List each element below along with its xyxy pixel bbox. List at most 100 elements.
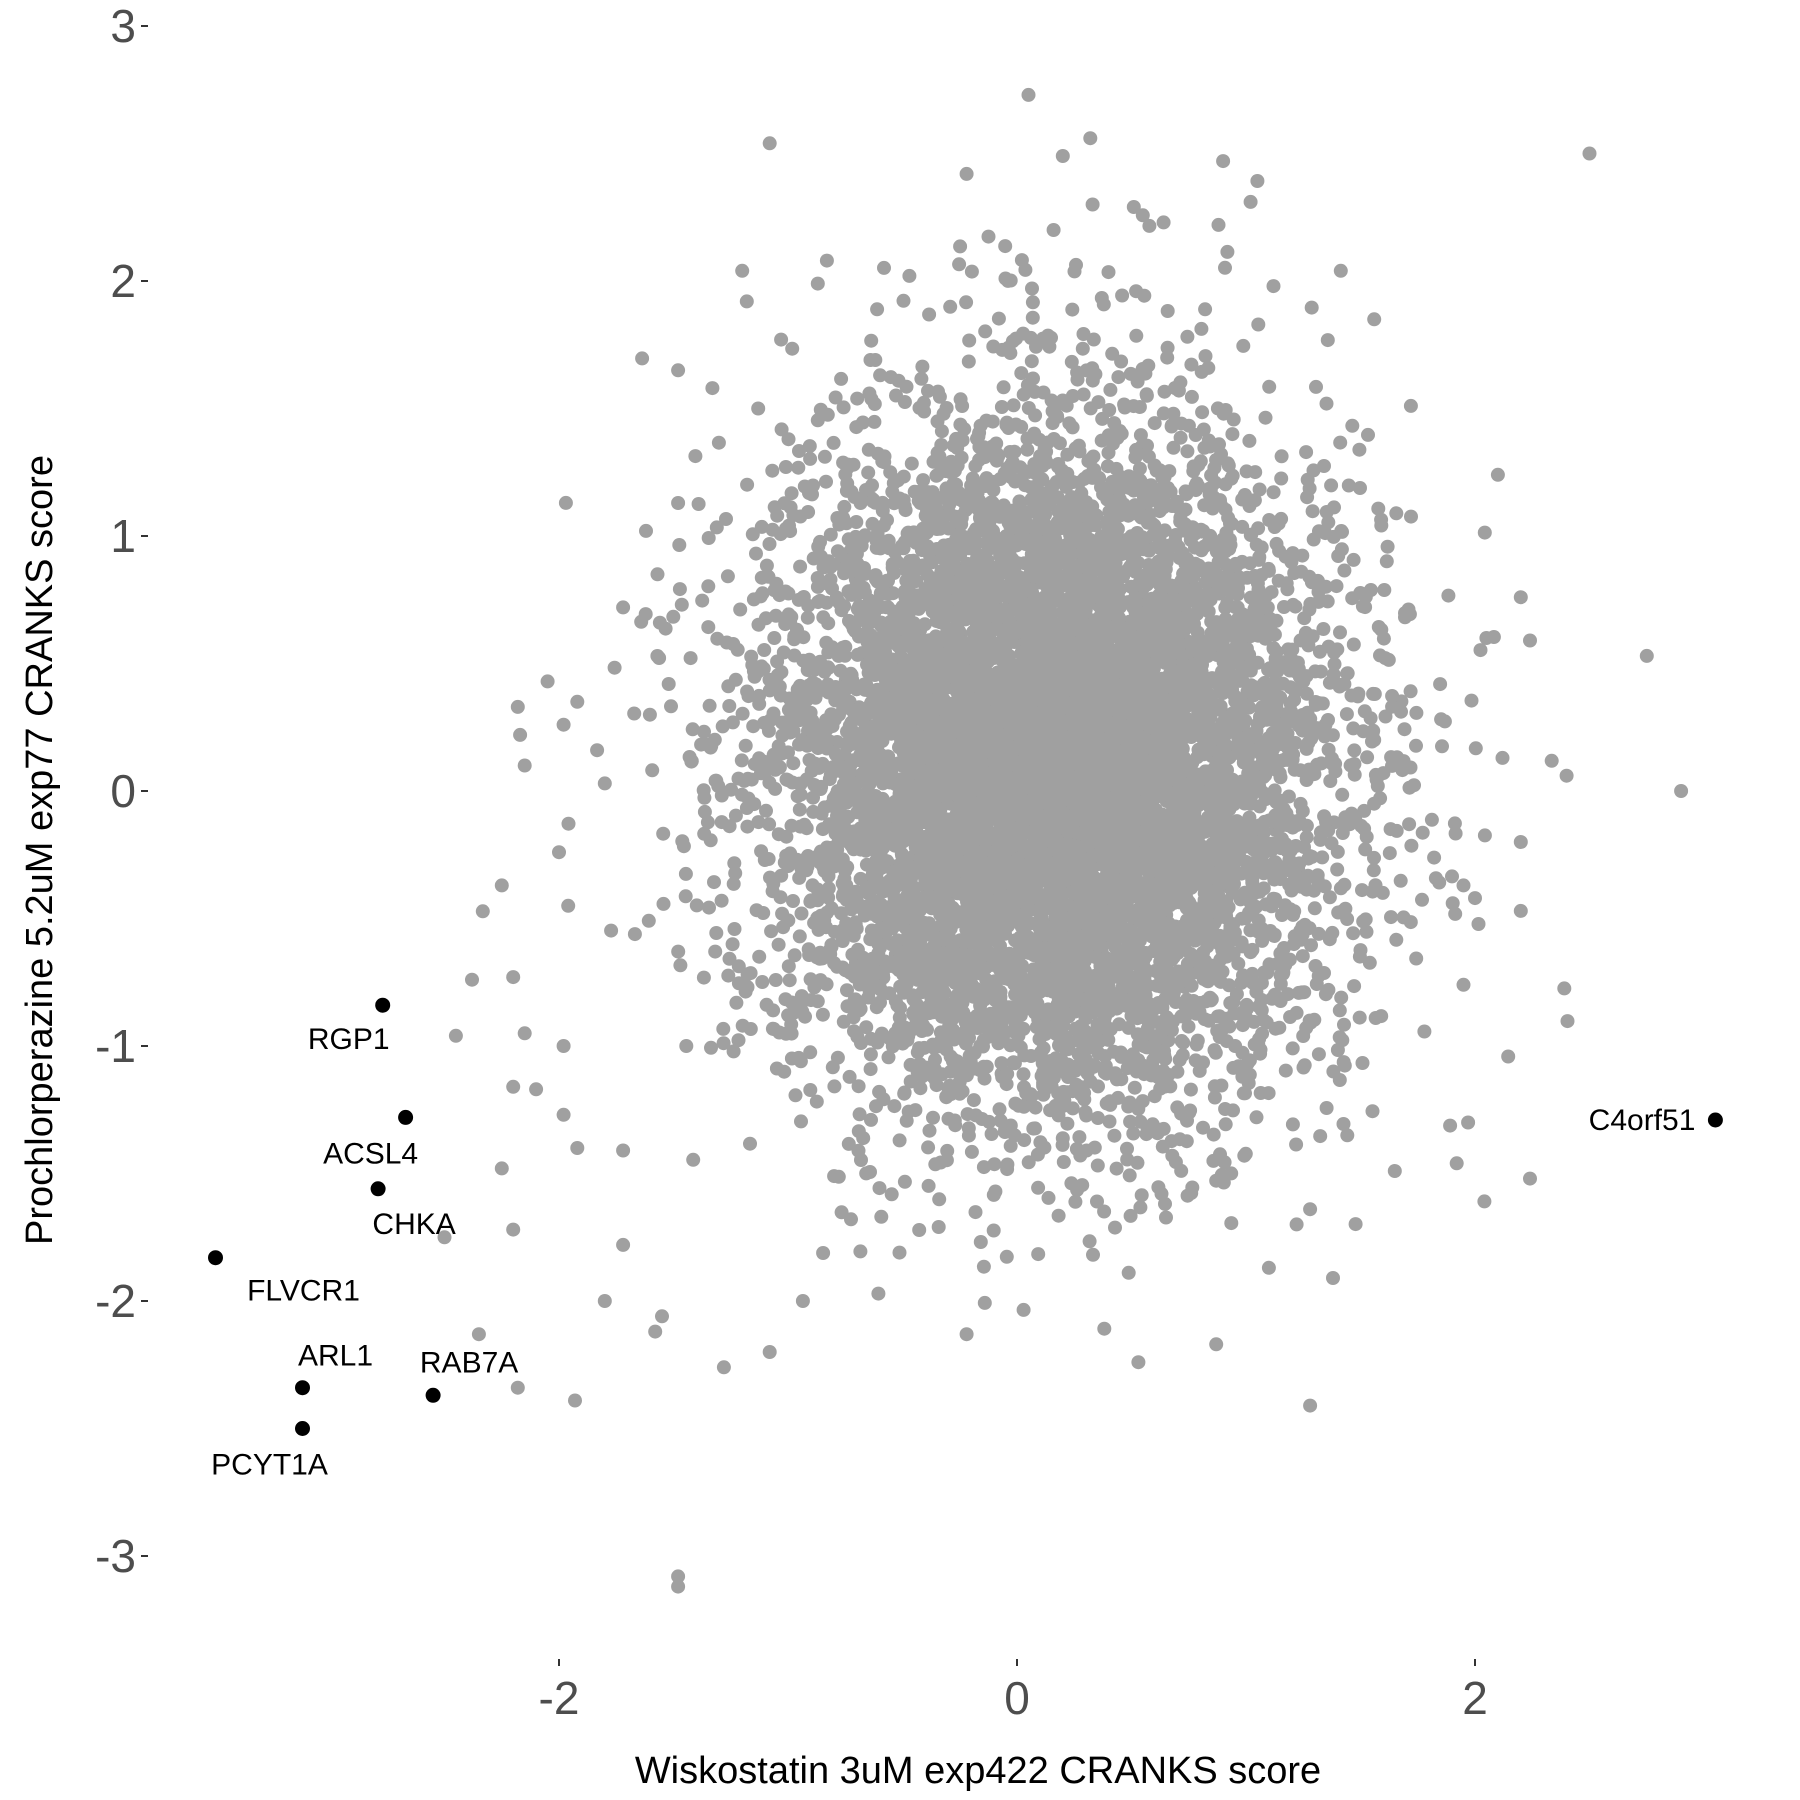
- background-point: [641, 913, 656, 928]
- background-point: [1095, 411, 1110, 426]
- background-point: [1025, 310, 1040, 325]
- background-point: [704, 1040, 718, 1055]
- background-point: [1036, 385, 1051, 400]
- background-point: [1402, 817, 1417, 832]
- background-point: [852, 1107, 867, 1122]
- background-point: [788, 1088, 803, 1103]
- background-point: [865, 516, 880, 531]
- background-point: [731, 1033, 746, 1048]
- background-point: [701, 620, 716, 635]
- background-point: [1090, 1158, 1105, 1173]
- background-point: [1365, 1104, 1380, 1119]
- background-point: [664, 699, 678, 714]
- background-point: [916, 473, 931, 488]
- background-point: [716, 1021, 731, 1036]
- background-point: [1218, 1117, 1233, 1132]
- background-point: [1374, 1009, 1389, 1024]
- background-point: [1409, 705, 1424, 720]
- background-point: [1330, 862, 1345, 877]
- background-point: [725, 937, 740, 952]
- background-point: [912, 1223, 927, 1237]
- background-point: [1280, 582, 1295, 597]
- background-point: [702, 698, 717, 713]
- background-point: [1207, 1043, 1222, 1058]
- background-point: [1166, 440, 1181, 455]
- background-point: [763, 870, 777, 885]
- background-point: [672, 582, 687, 597]
- background-point: [805, 878, 820, 893]
- background-point: [1347, 767, 1362, 782]
- background-point: [722, 699, 737, 713]
- background-point: [770, 508, 785, 523]
- background-point: [864, 1112, 878, 1127]
- background-point: [757, 643, 772, 657]
- background-point: [590, 743, 605, 758]
- background-point: [1170, 1100, 1185, 1115]
- background-point: [803, 1083, 818, 1097]
- background-point: [749, 546, 763, 561]
- background-point: [733, 602, 748, 617]
- background-point: [1107, 1128, 1122, 1143]
- background-point: [1101, 265, 1116, 280]
- background-point: [953, 239, 968, 254]
- background-point: [888, 994, 903, 1009]
- background-point: [661, 677, 676, 691]
- background-point: [802, 439, 817, 454]
- background-point: [1006, 398, 1021, 413]
- background-point: [921, 1178, 936, 1193]
- background-point: [671, 496, 686, 510]
- background-point: [1123, 1114, 1138, 1129]
- background-point: [1132, 461, 1147, 476]
- background-point: [904, 456, 919, 471]
- background-point: [1160, 304, 1175, 318]
- background-point: [1448, 906, 1463, 921]
- background-point: [645, 763, 660, 778]
- background-point: [1309, 379, 1323, 394]
- background-point: [1402, 780, 1417, 795]
- background-point: [1051, 1208, 1066, 1223]
- background-point: [1102, 1114, 1117, 1129]
- background-point: [1345, 591, 1360, 606]
- background-point: [892, 1133, 907, 1148]
- background-point: [1115, 288, 1130, 303]
- background-point: [1273, 770, 1288, 785]
- background-point: [906, 992, 921, 1007]
- background-point: [1393, 873, 1408, 888]
- background-point: [1317, 459, 1331, 473]
- background-point: [715, 719, 730, 734]
- background-point: [1197, 498, 1212, 513]
- background-point: [1367, 850, 1381, 865]
- background-point: [1000, 1157, 1015, 1172]
- background-point: [506, 1222, 521, 1237]
- background-point: [696, 970, 711, 985]
- background-point: [1253, 1086, 1268, 1100]
- background-point: [962, 333, 977, 348]
- background-point: [475, 904, 490, 919]
- background-point: [1441, 588, 1456, 603]
- background-point: [920, 1022, 934, 1037]
- background-point: [1297, 611, 1312, 626]
- background-point: [1334, 990, 1349, 1005]
- background-point: [842, 1069, 857, 1084]
- background-point: [652, 615, 667, 630]
- background-point: [746, 719, 761, 734]
- background-point: [1196, 422, 1211, 437]
- background-point: [1468, 741, 1483, 756]
- background-point: [1252, 482, 1267, 497]
- background-point: [722, 951, 737, 966]
- background-point: [1028, 1121, 1042, 1136]
- background-point: [1346, 926, 1361, 941]
- background-point: [1184, 357, 1199, 372]
- background-point: [961, 354, 976, 369]
- background-point: [1285, 1041, 1300, 1056]
- background-point: [727, 856, 742, 871]
- background-point: [773, 688, 788, 703]
- background-point: [1366, 863, 1381, 878]
- background-point: [864, 333, 879, 348]
- background-point: [1130, 1155, 1145, 1170]
- background-point: [851, 1079, 866, 1094]
- background-point: [1025, 295, 1040, 310]
- background-point: [1445, 869, 1459, 884]
- background-point: [714, 893, 729, 908]
- background-points: [437, 87, 1689, 1594]
